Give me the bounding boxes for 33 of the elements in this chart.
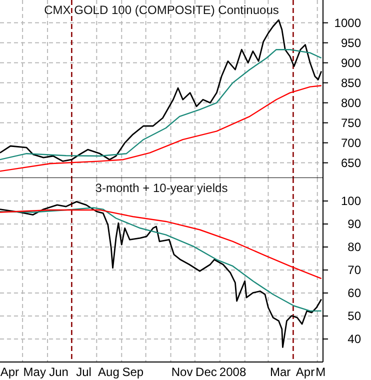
y-tick-label: 70 — [348, 263, 362, 278]
x-tick-label: Apr — [0, 365, 20, 379]
y-tick-label: 40 — [348, 332, 362, 346]
chart-title: 3-month + 10-year yields — [95, 181, 228, 195]
x-tick-label: May — [23, 365, 46, 379]
x-tick-label: Sep — [122, 365, 144, 379]
y-tick-label: 100 — [340, 194, 362, 208]
y-tick-label: 850 — [340, 76, 362, 90]
y-tick-label: 90 — [348, 217, 362, 232]
y-tick-label: 950 — [340, 36, 362, 50]
x-tick-label: Jul — [76, 365, 92, 379]
x-tick-label: 2008 — [219, 365, 246, 379]
x-tick-label: Aug — [98, 365, 120, 379]
y-tick-label: 650 — [340, 156, 362, 170]
chart-title: CMX GOLD 100 (COMPOSITE) Continuous — [44, 3, 279, 17]
y-tick-label: 60 — [348, 286, 362, 300]
x-tick-label: Mar — [270, 365, 291, 379]
y-tick-label: 50 — [348, 309, 362, 324]
y-tick-label: 80 — [348, 240, 362, 254]
y-tick-label: 800 — [340, 96, 362, 110]
line-series — [0, 49, 322, 160]
line-series — [0, 85, 322, 172]
y-tick-label: 700 — [340, 136, 362, 150]
y-tick-label: 900 — [340, 56, 362, 70]
line-series — [0, 207, 322, 312]
y-tick-label: 1000 — [334, 16, 362, 30]
line-series — [0, 209, 322, 280]
x-tick-label: Apr — [296, 365, 315, 379]
x-tick-label: Dec — [196, 365, 217, 379]
x-tick-label: Jun — [49, 365, 68, 379]
y-tick-label: 750 — [340, 116, 362, 130]
x-tick-label: Nov — [171, 365, 193, 379]
x-tick-label: M — [316, 365, 326, 379]
